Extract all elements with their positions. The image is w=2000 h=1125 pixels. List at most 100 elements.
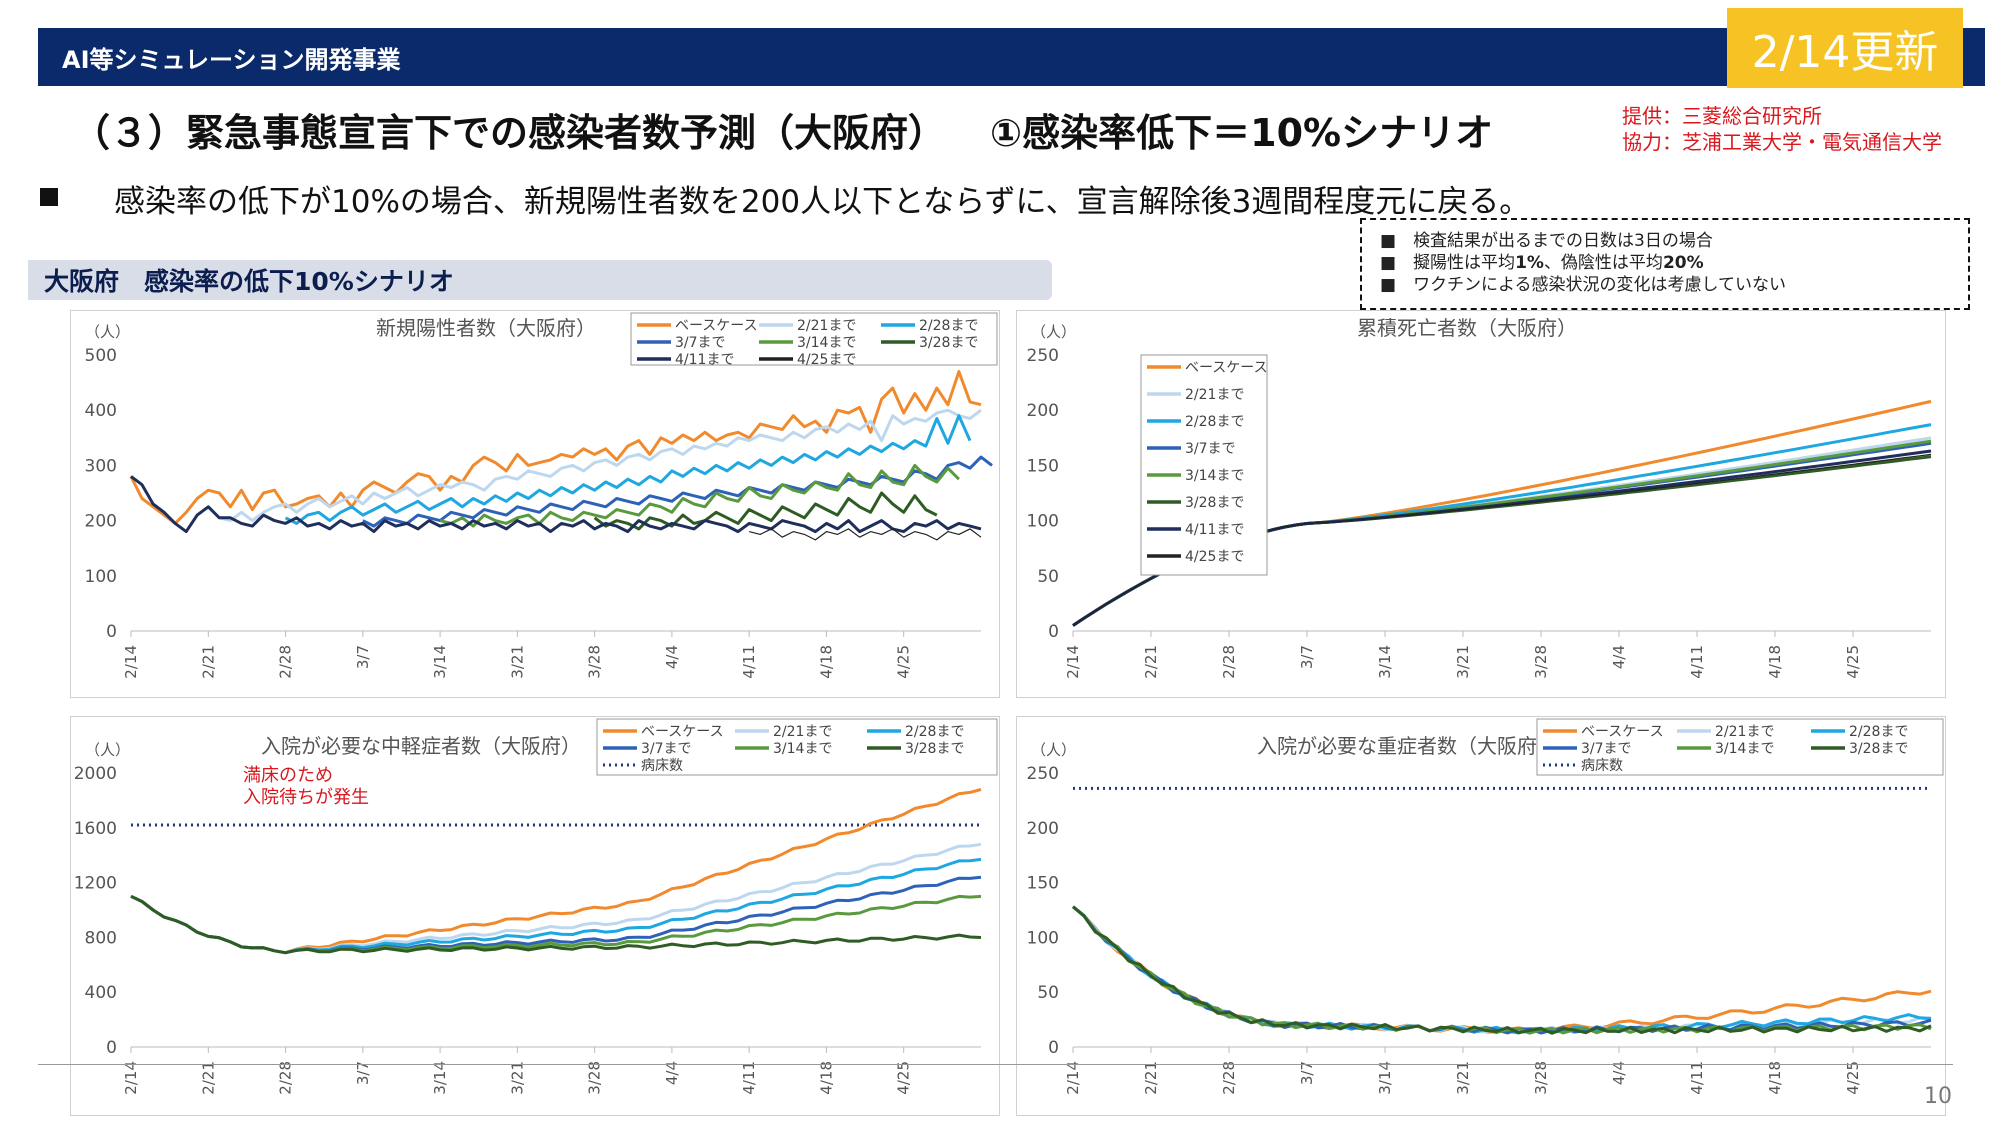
chart-title: 新規陽性者数（大阪府） xyxy=(376,316,596,340)
y-tick-label: 500 xyxy=(85,346,117,366)
x-tick-label: 4/4 xyxy=(1610,1061,1628,1085)
legend-label: 病床数 xyxy=(1581,758,1623,774)
x-tick-label: 4/18 xyxy=(817,1061,835,1095)
y-tick-label: 0 xyxy=(106,622,117,642)
y-tick-label: 0 xyxy=(1048,622,1059,642)
unit-label: （人） xyxy=(85,741,130,759)
series-line xyxy=(129,370,982,525)
legend-label: 3/7まで xyxy=(1581,741,1632,757)
legend-label: 2/28まで xyxy=(919,318,978,334)
summary-text: 感染率の低下が10%の場合、新規陽性者数を200人以下とならずに、宣言解除後3週… xyxy=(114,184,1531,220)
note-text: 検査結果が出るまでの日数は3日の場合 xyxy=(1413,231,1713,251)
legend-label: 2/21まで xyxy=(1185,387,1244,403)
chart-panel-new-cases: （人） 新規陽性者数（大阪府） 0 100 200 300 400 500 2/14 2/21 2/… xyxy=(70,310,1000,698)
provider-credit: 提供：三菱総合研究所 xyxy=(1622,104,1822,128)
note-text: 擬陽性は平均 xyxy=(1413,253,1516,273)
y-tick-label: 50 xyxy=(1037,567,1059,587)
legend-label: 3/7まで xyxy=(675,335,726,351)
chart-panel-severe: （人） 入院が必要な重症者数（大阪府） 0 50 100 150 200 250 2/14 2/2… xyxy=(1016,716,1946,1116)
y-tick-label: 100 xyxy=(1027,512,1059,532)
legend-box xyxy=(1140,354,1268,576)
annotation-text: 満床のため xyxy=(243,765,333,786)
y-tick-label: 400 xyxy=(85,401,117,421)
x-tick-label: 3/14 xyxy=(1376,1061,1394,1095)
y-tick-label: 250 xyxy=(1027,346,1059,366)
x-tick-label: 2/21 xyxy=(199,1061,217,1095)
unit-label: （人） xyxy=(85,323,130,341)
x-tick-label: 3/28 xyxy=(586,1061,604,1095)
legend-label: 3/14まで xyxy=(1185,468,1244,484)
y-tick-label: 300 xyxy=(85,456,117,476)
x-tick-label: 3/21 xyxy=(1454,1061,1472,1095)
legend-box xyxy=(630,312,998,366)
legend-label: ベースケース xyxy=(675,318,758,334)
x-tick-label: 2/28 xyxy=(277,645,295,679)
x-tick-label: 4/11 xyxy=(740,1061,758,1095)
x-tick-label: 3/21 xyxy=(508,1061,526,1095)
x-tick-label: 2/21 xyxy=(199,645,217,679)
x-tick-label: 4/11 xyxy=(1688,645,1706,679)
x-tick-label: 4/4 xyxy=(1610,645,1628,669)
x-tick-label: 3/28 xyxy=(586,645,604,679)
bullet-square-icon xyxy=(40,188,58,206)
legend-label: 2/21まで xyxy=(773,724,832,740)
y-tick-label: 150 xyxy=(1027,874,1059,894)
y-tick-label: 50 xyxy=(1037,983,1059,1003)
annotation-text: 入院待ちが発生 xyxy=(243,787,369,808)
chart-title: 累積死亡者数（大阪府） xyxy=(1357,316,1577,340)
note-bold: 1% xyxy=(1515,253,1544,273)
series-line xyxy=(1072,905,1932,1035)
note-line: ■ ワクチンによる感染状況の変化は考慮していない xyxy=(1380,275,1787,295)
unit-label: （人） xyxy=(1031,323,1076,341)
x-tick-label: 4/11 xyxy=(1688,1061,1706,1095)
legend-label: 3/28まで xyxy=(1185,495,1244,511)
x-tick-label: 4/25 xyxy=(895,1061,913,1095)
series-line xyxy=(362,455,993,528)
x-tick-label: 4/25 xyxy=(1844,645,1862,679)
chart-panel-deaths: （人） 累積死亡者数（大阪府） 0 50 100 150 200 250 2/14 2/21 2/2… xyxy=(1016,310,1946,698)
series-line xyxy=(130,894,982,955)
series-line xyxy=(439,463,960,528)
header-bar xyxy=(38,28,1985,86)
legend-label: 4/11まで xyxy=(675,352,734,368)
slide-title: （３）緊急事態宣言下での感染者数予測（大阪府） xyxy=(72,111,947,155)
x-tick-label: 4/25 xyxy=(895,645,913,679)
series-line xyxy=(749,528,982,541)
x-tick-label: 4/18 xyxy=(1766,1061,1784,1095)
x-tick-label: 3/28 xyxy=(1532,645,1550,679)
x-tick-label: 2/21 xyxy=(1142,645,1160,679)
legend-label: 4/25まで xyxy=(797,352,856,368)
y-tick-label: 0 xyxy=(106,1038,117,1058)
legend-label: 病床数 xyxy=(641,758,683,774)
legend-label: ベースケース xyxy=(641,724,724,740)
series-line xyxy=(1072,905,1932,1035)
series-line xyxy=(130,475,982,534)
legend-box xyxy=(596,718,998,776)
note-text: ワクチンによる感染状況の変化は考慮していない xyxy=(1413,275,1787,295)
series-line xyxy=(1072,905,1932,1035)
legend-label: 4/11まで xyxy=(1185,522,1244,538)
legend-box xyxy=(1536,718,1944,776)
legend-label: 3/14まで xyxy=(797,335,856,351)
x-tick-label: 4/18 xyxy=(817,645,835,679)
legend-label: 2/21まで xyxy=(797,318,856,334)
x-tick-label: 3/7 xyxy=(354,645,372,669)
x-tick-label: 3/7 xyxy=(354,1061,372,1085)
section-label: 大阪府 感染率の低下10%シナリオ xyxy=(28,260,1052,300)
assumptions-box: ■ 検査結果が出るまでの日数は3日の場合 ■ 擬陽性は平均1%、偽陰性は平均20… xyxy=(1360,218,1970,310)
y-tick-label: 100 xyxy=(85,567,117,587)
y-tick-label: 0 xyxy=(1048,1038,1059,1058)
x-tick-label: 4/4 xyxy=(663,1061,681,1085)
y-tick-label: 1600 xyxy=(74,819,117,839)
y-tick-label: 150 xyxy=(1027,456,1059,476)
series-line xyxy=(1072,905,1932,1034)
x-tick-label: 2/14 xyxy=(1064,1061,1082,1095)
severe-inpatients-chart: （人） 入院が必要な重症者数（大阪府） 0 50 100 150 200 250 2/14 2/2… xyxy=(1027,718,1944,1095)
chart-title: 入院が必要な重症者数（大阪府） xyxy=(1257,734,1557,758)
legend-label: 2/28まで xyxy=(905,724,964,740)
y-tick-label: 100 xyxy=(1027,928,1059,948)
legend-label: 3/28まで xyxy=(919,335,978,351)
note-text: 、偽陰性は平均 xyxy=(1543,253,1663,273)
x-tick-label: 2/14 xyxy=(122,1061,140,1095)
series-line xyxy=(1072,905,1932,1035)
